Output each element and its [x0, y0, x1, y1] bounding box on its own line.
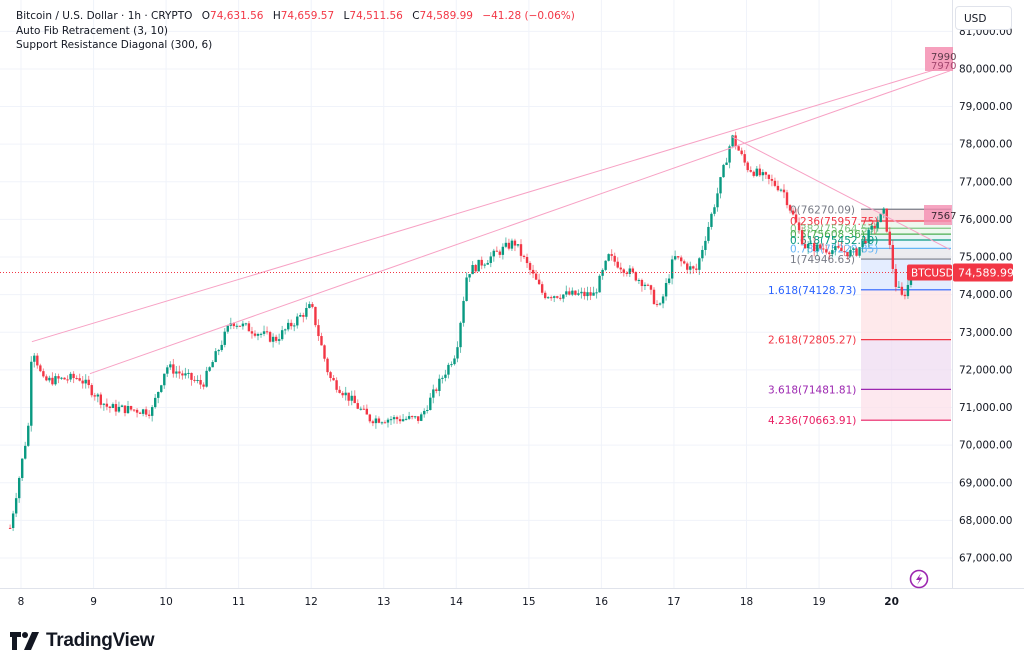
brand-name: TradingView — [46, 630, 155, 651]
high-label: H — [272, 10, 281, 22]
close-value: 74,589.99 — [419, 10, 473, 22]
fib-label: 0(76270.09) — [790, 204, 855, 216]
svg-text:78,000.00: 78,000.00 — [959, 139, 1012, 151]
fib-label: 0.236(75957.75) — [790, 216, 878, 228]
svg-text:71,000.00: 71,000.00 — [959, 402, 1012, 414]
svg-text:16: 16 — [595, 596, 609, 608]
svg-text:7567: 7567 — [931, 211, 956, 222]
svg-text:10: 10 — [159, 596, 172, 608]
fib-label: 3.618(71481.81) — [768, 384, 856, 396]
svg-text:74,589.99: 74,589.99 — [958, 266, 1014, 279]
svg-text:69,000.00: 69,000.00 — [959, 477, 1012, 489]
indicator-fib[interactable]: Auto Fib Retracement (3, 10) — [16, 24, 169, 37]
svg-text:67,000.00: 67,000.00 — [959, 553, 1012, 565]
svg-text:14: 14 — [450, 596, 464, 608]
low-label: L — [343, 10, 350, 22]
svg-text:73,000.00: 73,000.00 — [959, 327, 1012, 339]
tradingview-logo[interactable]: TradingView — [10, 630, 155, 652]
svg-text:8: 8 — [18, 596, 25, 608]
fib-label: 2.618(72805.27) — [768, 335, 856, 347]
svg-text:17: 17 — [667, 596, 680, 608]
events-lightning-icon[interactable] — [909, 569, 929, 589]
svg-text:20: 20 — [884, 596, 899, 608]
svg-text:80,000.00: 80,000.00 — [959, 63, 1012, 75]
svg-text:79,000.00: 79,000.00 — [959, 101, 1012, 113]
svg-text:7970: 7970 — [931, 61, 956, 72]
svg-text:72,000.00: 72,000.00 — [959, 364, 1012, 376]
open-label: O — [201, 10, 211, 22]
low-value: 74,511.56 — [349, 10, 403, 22]
svg-text:7990: 7990 — [931, 52, 956, 63]
svg-text:13: 13 — [377, 596, 390, 608]
chart-legend: Bitcoin / U.S. Dollar · 1h · CRYPTO O74,… — [16, 9, 575, 53]
svg-text:11: 11 — [232, 596, 245, 608]
fib-retracement[interactable]: 0(76270.09)0.236(75957.75)0.382(75764.53… — [768, 204, 951, 427]
price-axis[interactable]: 67,000.00 68,000.00 69,000.00 70,000.00 71,0… — [959, 26, 1012, 565]
open-value: 74,631.56 — [210, 10, 264, 22]
fib-label: 0.5(75608.36) — [790, 229, 865, 241]
diagonal-label-box — [925, 47, 953, 71]
svg-text:74,000.00: 74,000.00 — [959, 289, 1012, 301]
svg-text:19: 19 — [812, 596, 825, 608]
change-value: −41.28 (−0.06%) — [482, 10, 575, 22]
tradingview-logo-icon — [10, 632, 39, 650]
symbol-ohlc-row[interactable]: Bitcoin / U.S. Dollar · 1h · CRYPTO O74,… — [16, 9, 575, 24]
svg-text:15: 15 — [522, 596, 535, 608]
svg-text:68,000.00: 68,000.00 — [959, 515, 1012, 527]
svg-text:18: 18 — [740, 596, 753, 608]
high-value: 74,659.57 — [280, 10, 335, 22]
svg-text:75,000.00: 75,000.00 — [959, 252, 1012, 264]
close-label: C — [412, 10, 420, 22]
svg-text:12: 12 — [305, 596, 318, 608]
symbol-title[interactable]: Bitcoin / U.S. Dollar · 1h · CRYPTO — [16, 10, 193, 22]
last-price-axis-tag: 74,589.99 — [953, 263, 1014, 282]
candles[interactable] — [8, 131, 913, 532]
svg-text:77,000.00: 77,000.00 — [959, 176, 1012, 188]
symbol-price-tag: BTCUSD — [907, 264, 954, 281]
fib-label: 1(74946.63) — [790, 254, 855, 266]
diagonal-label-box — [924, 205, 952, 225]
fib-label: 0.382(75764.53) — [790, 223, 878, 235]
indicator-sr-diagonal[interactable]: Support Resistance Diagonal (300, 6) — [16, 39, 213, 51]
svg-text:70,000.00: 70,000.00 — [959, 440, 1012, 452]
fib-label: 4.236(70663.91) — [768, 415, 856, 427]
fib-label: 1.618(74128.73) — [768, 285, 856, 297]
currency-button[interactable]: USD — [955, 6, 1012, 30]
svg-text:BTCUSD: BTCUSD — [911, 267, 954, 279]
time-axis[interactable]: 8 9 10 11 12 13 14 15 16 17 18 19 20 — [18, 596, 899, 608]
svg-text:76,000.00: 76,000.00 — [959, 214, 1012, 226]
svg-text:9: 9 — [90, 596, 97, 608]
